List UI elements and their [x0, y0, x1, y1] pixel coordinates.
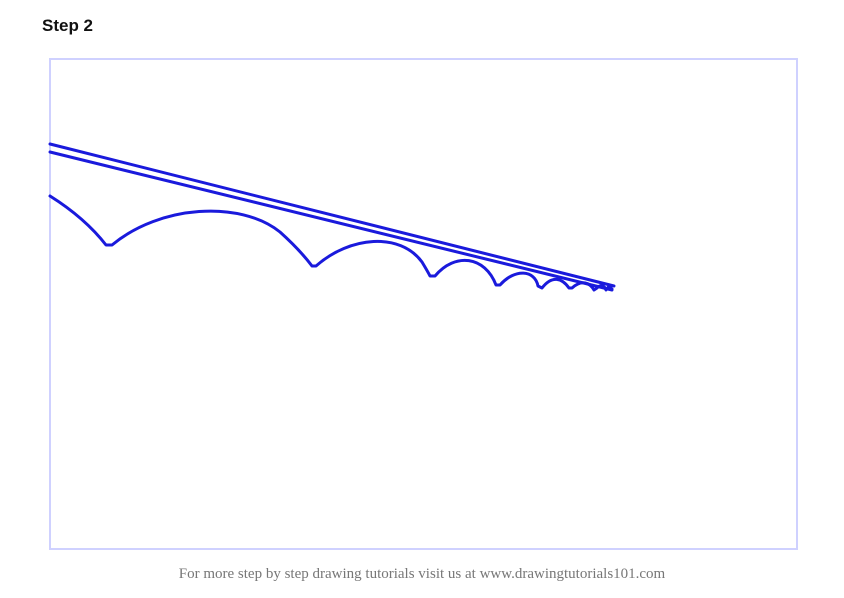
upper-guide-line — [48, 142, 616, 288]
footer-credit: For more step by step drawing tutorials … — [178, 566, 666, 582]
lower-guide-line — [48, 150, 614, 292]
step-title: Step 2 — [42, 16, 94, 35]
scalloped-wing-edge — [48, 194, 614, 292]
drawing-frame — [49, 58, 798, 550]
